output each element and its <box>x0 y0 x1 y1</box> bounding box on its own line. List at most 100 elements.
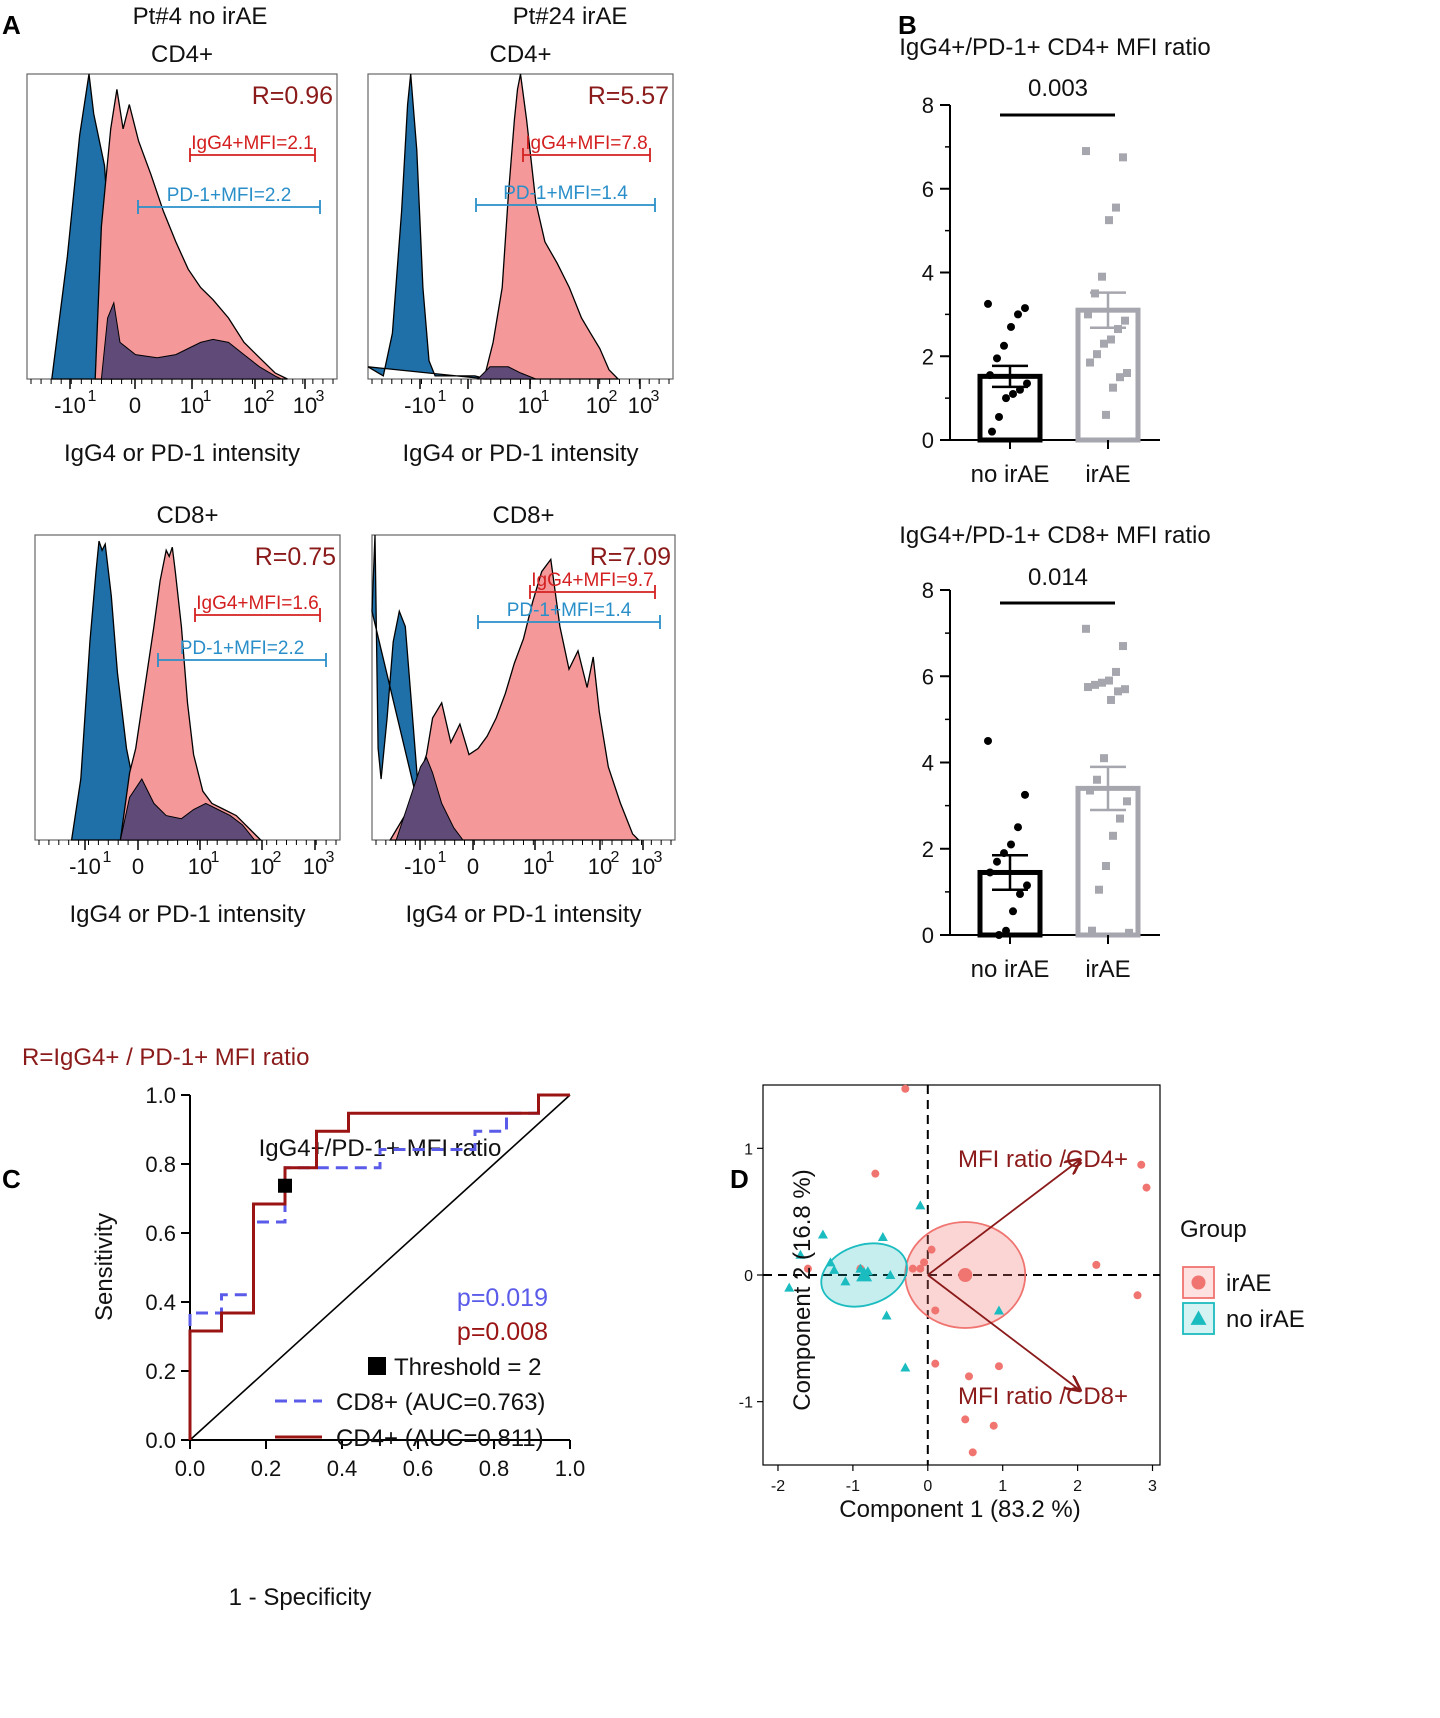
data-point-no-irae <box>1007 840 1015 849</box>
x-tick-label: 10 <box>631 854 655 879</box>
y-tick-label: 8 <box>922 578 934 603</box>
data-point-irae <box>1123 797 1131 806</box>
x-tick-label: 0 <box>132 854 144 879</box>
pca-x-tick-label: -1 <box>846 1478 860 1495</box>
legend-no-irae-label: no irAE <box>1226 1306 1305 1333</box>
data-point-irae <box>1093 350 1101 359</box>
data-point-no-irae <box>1023 379 1031 388</box>
x-tick-label: 0 <box>462 393 474 418</box>
no-irae-point <box>795 1249 806 1259</box>
roc-curve-cd4 <box>188 1093 570 1440</box>
ratio-label: R=5.57 <box>588 82 669 110</box>
x-axis-label: IgG4 or PD-1 intensity <box>69 901 305 928</box>
legend-threshold-label: Threshold = 2 <box>394 1354 541 1381</box>
pca-y-tick-label: -1 <box>739 1395 753 1412</box>
y-tick-label: 4 <box>922 751 934 776</box>
panel-c-roc-curve: IgG4+/PD-1+ MFI ratio0.00.00.20.20.40.40… <box>91 1083 585 1611</box>
data-point-no-irae <box>1009 389 1017 398</box>
data-point-irae <box>1116 814 1124 823</box>
x-tick-label: 10 <box>243 393 267 418</box>
data-point-no-irae <box>984 299 992 308</box>
x-tick-exponent: 1 <box>211 849 220 866</box>
x-tick-label: 0 <box>129 393 141 418</box>
x-tick-label: 10 <box>628 393 652 418</box>
legend-cd8-label: CD8+ (AUC=0.763) <box>336 1389 545 1416</box>
no-irae-point <box>825 1257 836 1267</box>
data-point-no-irae <box>1016 385 1024 394</box>
data-point-irae <box>1121 685 1129 694</box>
legend-cd4-label: CD4+ (AUC=0.811) <box>336 1425 544 1452</box>
data-point-no-irae <box>1002 394 1010 403</box>
data-point-no-irae <box>1016 890 1024 899</box>
x-axis-label: IgG4 or PD-1 intensity <box>64 440 300 467</box>
no-irae-point <box>840 1276 851 1286</box>
irae-point <box>916 1264 925 1273</box>
no-irae-point <box>829 1264 840 1274</box>
data-point-irae <box>1112 667 1120 676</box>
data-point-irae <box>1107 335 1115 344</box>
data-point-no-irae <box>986 371 994 380</box>
data-point-no-irae <box>986 868 994 877</box>
histogram-title: CD8+ <box>492 502 554 529</box>
pca-x-tick-label: 1 <box>998 1478 1007 1495</box>
x-tick-label: 10 <box>293 393 317 418</box>
x-tick-label: 10 <box>588 854 612 879</box>
x-tick-exponent: 1 <box>203 388 212 405</box>
data-point-irae <box>1116 373 1124 382</box>
data-point-irae <box>1086 358 1094 367</box>
data-point-irae <box>1123 369 1131 377</box>
x-category-label: irAE <box>1085 461 1130 488</box>
x-tick-label: 10 <box>518 393 542 418</box>
data-point-irae <box>1109 383 1117 392</box>
data-point-irae <box>1109 831 1117 840</box>
x-tick-label: 10 <box>303 854 327 879</box>
data-point-no-irae <box>1009 907 1017 916</box>
roc-x-tick-label: 0.8 <box>479 1456 510 1481</box>
data-point-irae <box>1098 272 1106 281</box>
data-point-no-irae <box>995 412 1003 421</box>
pca-y-tick-label: 1 <box>744 1141 753 1158</box>
no-irae-point <box>915 1200 926 1210</box>
data-point-irae <box>1114 325 1122 334</box>
x-tick-label: 10 <box>180 393 204 418</box>
bar-chart-1: IgG4+/PD-1+ CD4+ MFI ratio 0 2 4 6 8 no irAE ir… <box>899 34 1210 488</box>
roc-diagonal <box>189 1094 571 1441</box>
data-point-no-irae <box>1014 823 1022 832</box>
bar-chart-2: IgG4+/PD-1+ CD8+ MFI ratio 0 2 4 6 8 no irAE ir… <box>899 522 1210 983</box>
roc-y-tick-label: 1.0 <box>145 1083 176 1108</box>
roc-x-label: 1 - Specificity <box>229 1584 372 1611</box>
data-point-irae <box>1100 754 1108 763</box>
irae-point <box>1142 1183 1151 1192</box>
panel-label-a: A <box>2 10 21 40</box>
data-point-irae <box>1107 695 1115 704</box>
p-value-label: 0.014 <box>1028 564 1088 591</box>
x-tick-exponent: 1 <box>541 388 550 405</box>
legend-irae-label: irAE <box>1226 1270 1271 1297</box>
x-tick-exponent: 2 <box>266 388 275 405</box>
overlap-histogram <box>119 778 256 841</box>
bar-chart-title: IgG4+/PD-1+ CD4+ MFI ratio <box>899 34 1210 61</box>
p-value-label: 0.003 <box>1028 75 1088 102</box>
histogram-title: CD4+ <box>151 41 213 68</box>
irae-point <box>920 1258 929 1267</box>
data-point-irae <box>1105 216 1113 225</box>
roc-x-tick-label: 0.0 <box>175 1456 206 1481</box>
panel-a-histograms: Pt#4 no irAE Pt#24 irAE R=IgG4+ / PD-1+ … <box>22 3 676 1071</box>
data-point-no-irae <box>1002 926 1010 935</box>
data-point-irae <box>1119 642 1127 651</box>
data-point-irae <box>1084 683 1092 692</box>
irae-point <box>901 1084 910 1093</box>
x-axis-label: IgG4 or PD-1 intensity <box>402 440 638 467</box>
pca-x-label: Component 1 (83.2 %) <box>839 1496 1080 1523</box>
data-point-irae <box>1095 885 1103 894</box>
x-tick-label: 0 <box>467 854 479 879</box>
panel-d-pca-biplot: -2 -1 0 1 2 3 -1 0 1 MFI ratio /CD4+ MFI ratio /CD… <box>739 1084 1305 1523</box>
roc-p-value-cd4: p=0.008 <box>457 1318 548 1346</box>
x-tick-label: 10 <box>188 854 212 879</box>
x-tick-label: -10 <box>69 854 101 879</box>
data-point-irae <box>1091 680 1099 689</box>
